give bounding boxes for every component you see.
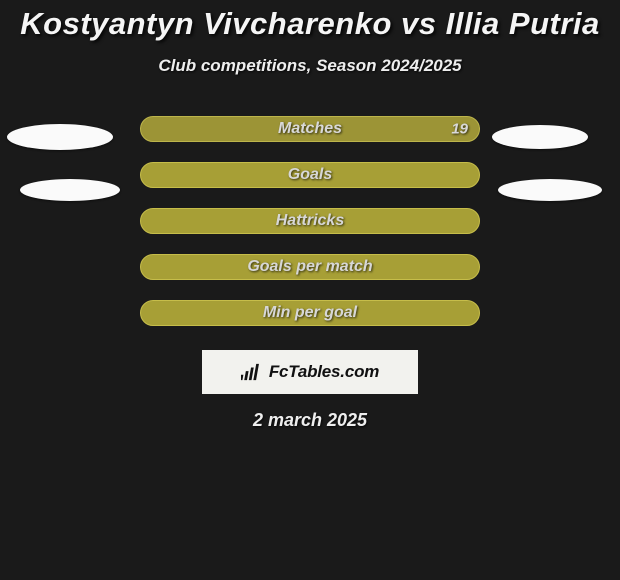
logo-box: FcTables.com	[202, 350, 418, 394]
stat-row: Hattricks	[0, 208, 620, 234]
stat-bar: Matches19	[140, 116, 480, 142]
stat-bar-label: Goals per match	[140, 258, 480, 276]
stat-bar: Goals per match	[140, 254, 480, 280]
stat-row: Goals per match	[0, 254, 620, 280]
stat-bar: Hattricks	[140, 208, 480, 234]
page-subtitle: Club competitions, Season 2024/2025	[0, 56, 620, 76]
stat-bar-label: Matches	[140, 120, 480, 138]
chart-bars-icon	[241, 362, 263, 382]
decorative-ellipse-left-1	[20, 179, 120, 201]
stat-bar-label: Hattricks	[140, 212, 480, 230]
stat-bar: Goals	[140, 162, 480, 188]
decorative-ellipse-right-0	[492, 125, 588, 149]
date-text: 2 march 2025	[0, 410, 620, 431]
stat-bar: Min per goal	[140, 300, 480, 326]
stat-bar-label: Goals	[140, 166, 480, 184]
page-title: Kostyantyn Vivcharenko vs Illia Putria	[0, 0, 620, 42]
stat-bar-label: Min per goal	[140, 304, 480, 322]
decorative-ellipse-right-1	[498, 179, 602, 201]
stat-bar-value-right: 19	[451, 121, 468, 138]
logo-text: FcTables.com	[269, 362, 379, 382]
decorative-ellipse-left-0	[7, 124, 113, 150]
stat-row: Min per goal	[0, 300, 620, 326]
